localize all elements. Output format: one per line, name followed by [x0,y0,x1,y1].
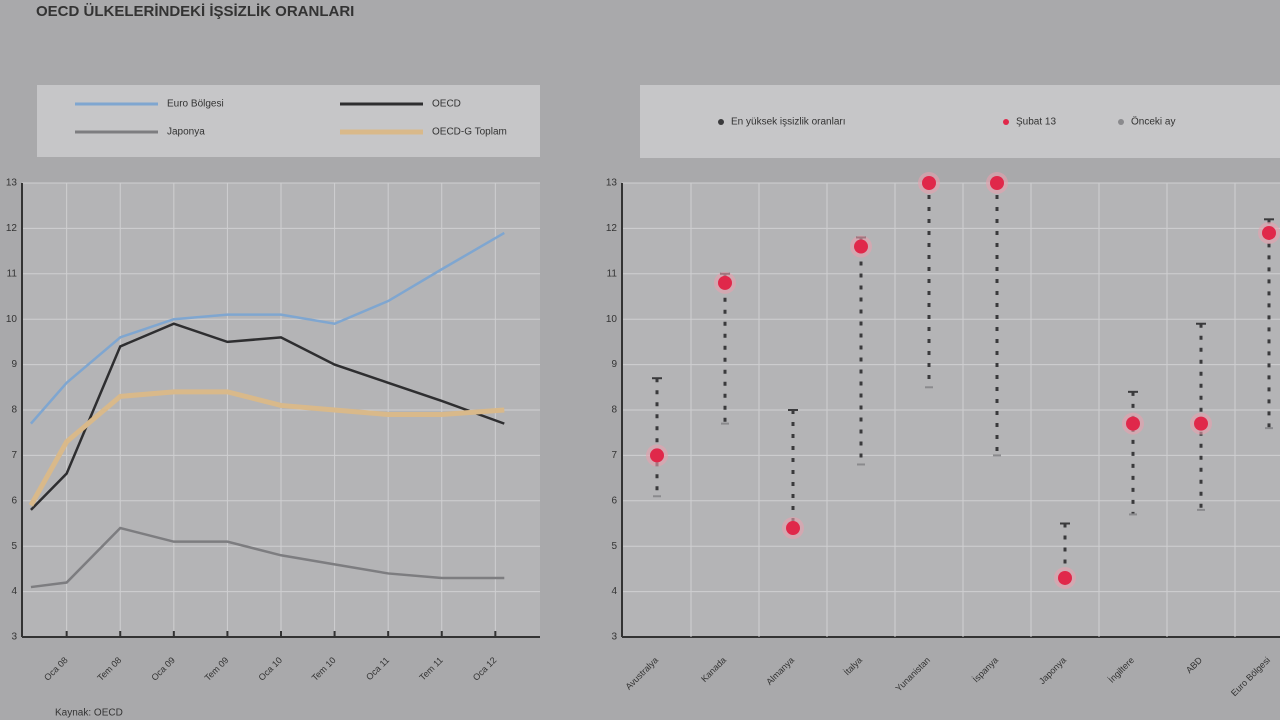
x-tick-label: Japonya [1037,655,1068,686]
current-dot [718,275,732,290]
current-dot [990,176,1004,190]
y-tick-label: 6 [11,495,17,506]
y-tick-label: 7 [11,450,17,461]
x-tick-label: İtalya [842,655,864,677]
legend-label: En yüksek işsizlik oranları [731,117,845,128]
series-line [30,322,505,511]
x-tick-label: Kanada [699,655,728,684]
y-tick-label: 10 [606,314,618,325]
y-tick-label: 9 [11,359,17,370]
legend-label: Euro Bölgesi [167,99,224,110]
y-tick-label: 8 [611,405,617,416]
y-tick-label: 9 [611,359,617,370]
x-tick-label: Oca 12 [471,655,499,683]
y-tick-label: 13 [6,178,18,189]
x-tick-label: Oca 10 [256,655,284,683]
x-tick-label: Avustralya [623,655,660,692]
y-tick-label: 5 [11,541,17,552]
y-tick-label: 4 [11,586,17,597]
x-tick-label: ABD [1184,655,1205,676]
x-tick-label: Yunanistan [894,655,933,694]
x-tick-label: İspanya [971,655,1000,684]
legend-label: Japonya [167,127,205,138]
y-tick-label: 8 [11,405,17,416]
y-tick-label: 5 [611,541,617,552]
current-dot [786,521,800,536]
current-dot [922,176,936,190]
legend-label: Şubat 13 [1016,117,1056,128]
y-tick-label: 3 [11,632,17,643]
y-tick-label: 13 [606,178,618,189]
legend-swatch [718,119,724,125]
x-tick-label: Euro Bölgesi [1229,655,1272,698]
current-dot [1058,570,1072,585]
series-line [29,231,505,425]
y-tick-label: 11 [607,268,618,279]
legend-box [37,85,540,157]
x-tick-label: Tem 11 [417,655,444,682]
x-tick-label: Oca 11 [364,655,391,682]
legend-swatch [1118,119,1124,125]
y-tick-label: 12 [606,223,618,234]
x-tick-label: Tem 10 [310,655,338,683]
y-tick-label: 6 [611,495,617,506]
y-tick-label: 12 [6,223,18,234]
current-dot [1194,416,1208,431]
y-tick-label: 4 [611,586,617,597]
legend-swatch [1003,119,1009,125]
legend-label: OECD-G Toplam [432,127,507,138]
series-line [28,389,505,507]
legend-box [640,85,1280,158]
x-tick-label: Tem 08 [95,655,123,683]
current-dot [1126,416,1140,431]
x-tick-label: İngiltere [1106,655,1136,685]
y-tick-label: 7 [611,450,617,461]
x-tick-label: Tem 09 [203,655,231,683]
y-tick-label: 10 [6,314,18,325]
x-tick-label: Oca 08 [42,655,70,683]
y-tick-label: 11 [7,268,18,279]
series-line [30,526,505,589]
legend-label: Önceki ay [1131,116,1175,128]
page-title: OECD ÜLKELERİNDEKİ İŞSİZLİK ORANLARI [36,3,354,20]
x-tick-label: Oca 09 [149,655,177,683]
current-dot [1262,225,1276,240]
current-dot [854,239,868,254]
legend-label: OECD [432,99,461,110]
x-tick-label: Almanya [764,655,796,687]
source: Kaynak: OECD [55,708,123,719]
y-tick-label: 3 [611,632,617,643]
current-dot [650,448,664,463]
